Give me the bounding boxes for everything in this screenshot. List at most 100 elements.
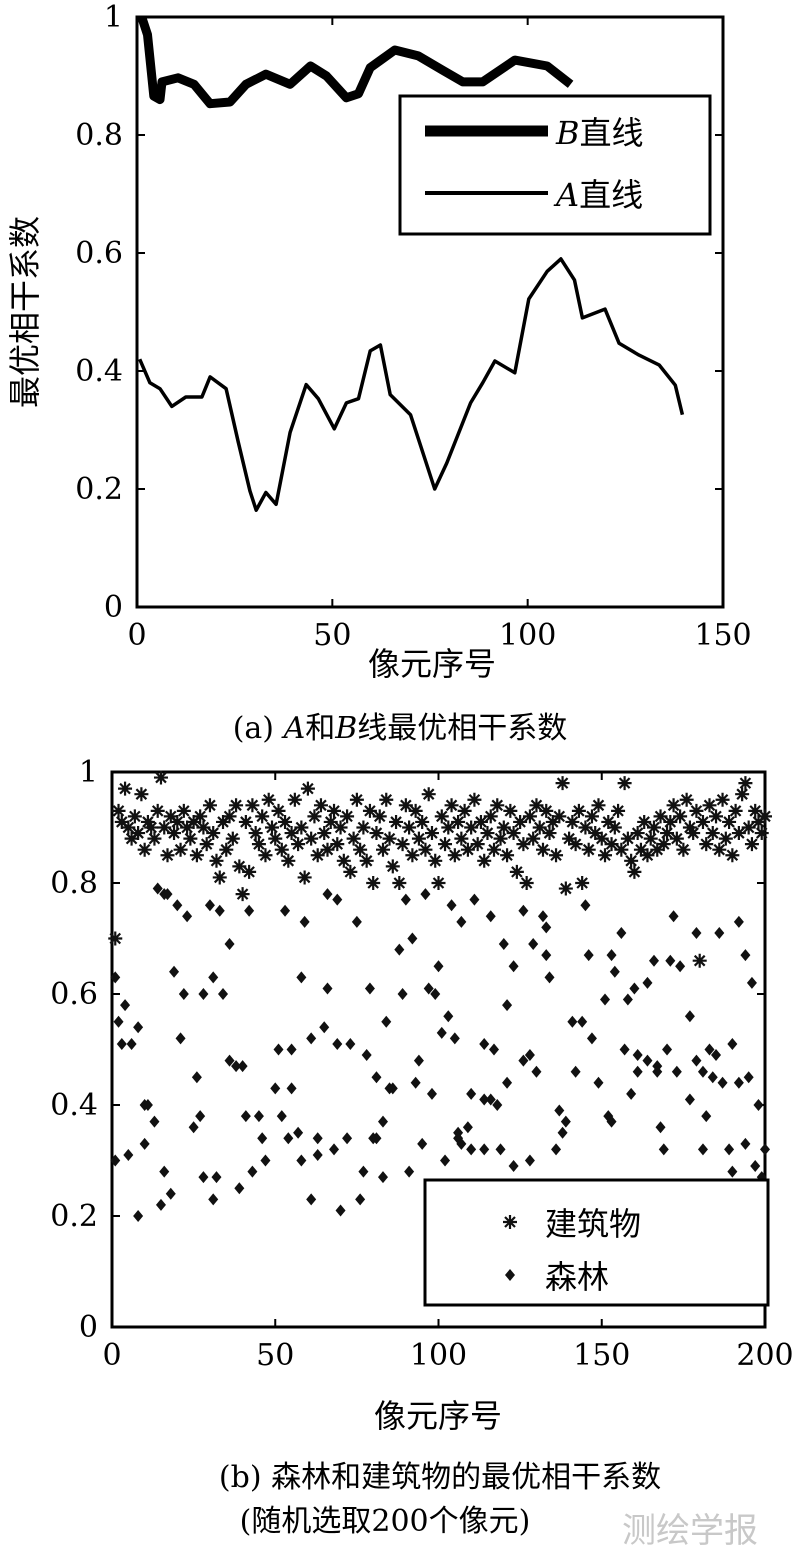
chart-b-point-forest xyxy=(567,1015,578,1028)
chart-b-point-forest xyxy=(394,943,405,956)
chart-b-point-building xyxy=(167,826,182,841)
chart-b-point-building xyxy=(738,776,753,791)
chart-b-point-building xyxy=(588,826,603,841)
chart-b-xtick-label: 200 xyxy=(736,1338,793,1373)
chart-b-point-building xyxy=(248,826,263,841)
chart-b-point-building xyxy=(268,831,283,846)
chart-b-point-forest xyxy=(224,1054,235,1067)
chart-b-point-building xyxy=(196,820,211,835)
chart-b-point-forest xyxy=(306,1193,317,1206)
chart-b-point-building xyxy=(630,826,645,841)
chart-b-point-forest xyxy=(273,1043,284,1056)
chart-b-point-building xyxy=(669,831,684,846)
chart-b-point-building xyxy=(695,814,710,829)
chart-b-point-building xyxy=(183,831,198,846)
chart-b-point-building xyxy=(673,809,688,824)
chart-b-point-forest xyxy=(149,1115,160,1128)
chart-b-point-building xyxy=(604,837,619,852)
chart-b-point-forest xyxy=(260,1154,271,1167)
chart-b-point-building xyxy=(705,826,720,841)
chart-b-point-forest xyxy=(691,1054,702,1067)
chart-b-point-building xyxy=(666,798,681,813)
chart-b-legend-box xyxy=(423,1178,770,1307)
chart-b-point-forest xyxy=(423,982,434,995)
chart-b-point-building xyxy=(307,809,322,824)
chart-b-point-forest xyxy=(492,1099,503,1111)
chart-b-point-forest xyxy=(231,1060,242,1073)
chart-b-point-building xyxy=(529,798,544,813)
chart-b-point-building xyxy=(493,831,508,846)
chart-b-point-building xyxy=(650,842,665,857)
chart-b-point-building xyxy=(163,809,178,824)
chart-b-point-forest xyxy=(426,1087,437,1100)
chart-b-point-building xyxy=(127,809,142,824)
chart-b-point-forest xyxy=(139,1137,150,1150)
chart-b-point-building xyxy=(157,820,172,835)
chart-b-point-forest xyxy=(518,1054,529,1067)
chart-b-point-forest xyxy=(332,893,343,906)
chart-b-point-forest xyxy=(642,1054,653,1067)
chart-a-ytick-label: 0.6 xyxy=(75,236,123,271)
chart-a-axes-box xyxy=(135,15,725,609)
chart-a-ytick-label: 1 xyxy=(104,0,123,35)
chart-b-point-building xyxy=(206,826,221,841)
chart-b-point-forest xyxy=(355,1193,366,1206)
chart-b-point-forest xyxy=(198,1171,209,1184)
chart-b-point-forest xyxy=(583,949,594,962)
chart-b-point-building xyxy=(375,842,390,857)
chart-b-point-building xyxy=(558,881,573,896)
chart-b-ytick-label: 0 xyxy=(79,1310,98,1345)
chart-b-point-forest xyxy=(433,960,444,973)
chart-b-point-building xyxy=(676,842,691,857)
chart-b-legend-marker-building xyxy=(503,1215,517,1229)
chart-b-point-forest xyxy=(351,915,362,928)
chart-b-point-building xyxy=(382,831,397,846)
chart-b-point-forest xyxy=(479,1037,490,1050)
chart-b-point-building xyxy=(660,826,675,841)
chart-b-point-building xyxy=(633,842,648,857)
chart-b-point-forest xyxy=(123,1148,134,1161)
chart-b-point-forest xyxy=(364,982,375,995)
chart-b-point-building xyxy=(718,831,733,846)
chart-b-point-building xyxy=(614,842,629,857)
chart-b-point-building xyxy=(415,814,430,829)
chart-b-point-building xyxy=(274,842,289,857)
chart-b-point-forest xyxy=(218,988,229,1000)
chart-b-point-forest xyxy=(214,904,225,917)
chart-b-point-forest xyxy=(544,971,555,984)
chart-b-point-forest xyxy=(208,971,219,984)
chart-b-point-building xyxy=(346,831,361,846)
chart-b-point-building xyxy=(199,837,214,852)
chart-b-point-forest xyxy=(642,976,653,989)
chart-b-point-building xyxy=(460,842,475,857)
chart-b-point-building xyxy=(379,792,394,807)
chart-b-point-building xyxy=(532,820,547,835)
chart-b-point-building xyxy=(735,787,750,802)
chart-b-point-forest xyxy=(724,1143,735,1156)
chart-b-point-building xyxy=(535,842,550,857)
chart-b-point-building xyxy=(222,809,237,824)
chart-b-point-forest xyxy=(508,960,519,973)
chart-b-point-building xyxy=(232,859,247,874)
chart-b-point-forest xyxy=(508,1160,519,1173)
chart-b-point-building xyxy=(624,853,639,868)
chart-b-point-building xyxy=(216,814,231,829)
chart-b-point-forest xyxy=(701,1110,712,1123)
chart-b-point-building xyxy=(464,820,479,835)
chart-b-point-forest xyxy=(443,1010,454,1023)
chart-b-point-building xyxy=(271,803,286,818)
chart-b-point-forest xyxy=(116,1037,127,1050)
chart-b-point-building xyxy=(189,848,204,863)
chart-b-point-forest xyxy=(165,1187,176,1200)
chart-b-point-forest xyxy=(342,1132,353,1145)
chart-b-point-building xyxy=(483,809,498,824)
chart-b-point-building xyxy=(421,787,436,802)
chart-b-point-building xyxy=(496,820,511,835)
chart-b-point-building xyxy=(503,803,518,818)
chart-b-point-building xyxy=(444,798,459,813)
chart-b-point-building xyxy=(571,803,586,818)
chart-b-point-building xyxy=(291,837,306,852)
chart-b-point-forest xyxy=(142,1099,153,1111)
chart-b-point-forest xyxy=(485,1093,496,1106)
chart-b-point-forest xyxy=(440,1154,451,1167)
